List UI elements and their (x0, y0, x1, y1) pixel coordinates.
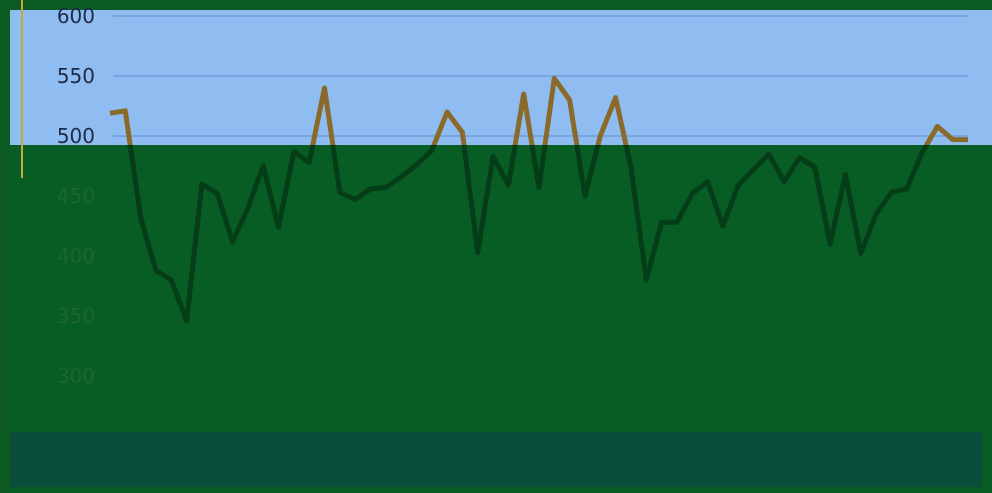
y-axis-ticks: 600 550 500 450 400 350 300 (57, 4, 95, 388)
sky-panel (10, 10, 992, 145)
bottom-band (10, 432, 982, 487)
series-line-lower (127, 145, 930, 324)
y-tick-label: 500 (57, 124, 95, 148)
y-tick-label: 300 (57, 364, 95, 388)
gridlines (113, 15, 968, 137)
y-tick-label: 400 (57, 244, 95, 268)
y-tick-label: 550 (57, 64, 95, 88)
series-line (109, 75, 968, 324)
y-tick-label: 350 (57, 304, 95, 328)
y-tick-label: 600 (57, 4, 95, 28)
y-tick-label: 450 (57, 184, 95, 208)
